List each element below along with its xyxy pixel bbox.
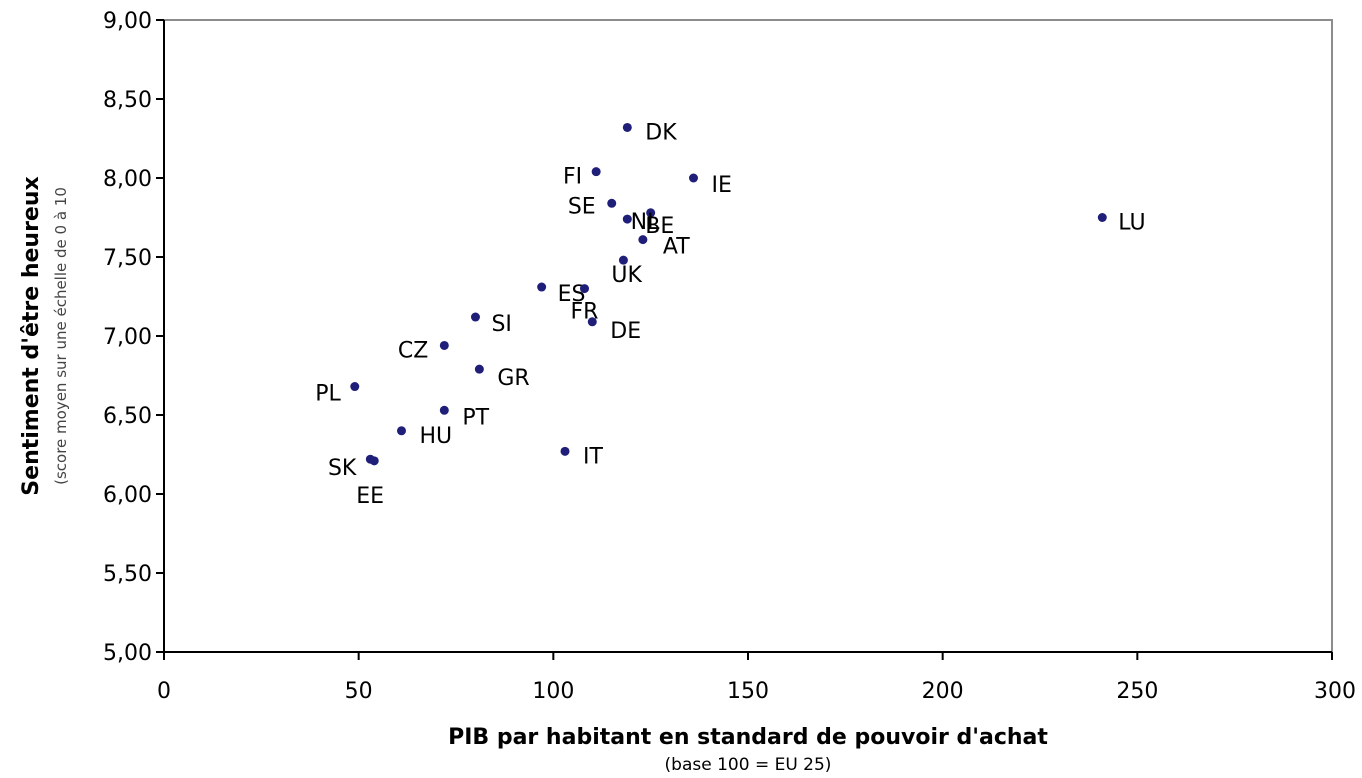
data-point-ie [688, 173, 698, 183]
point-label-ee: EE [356, 484, 384, 509]
y-tick-label: 7,00 [103, 325, 152, 350]
y-axis-title: Sentiment d'être heureux [19, 176, 44, 495]
point-label-pt: PT [462, 405, 489, 430]
y-axis-subtitle: (score moyen sur une échelle de 0 à 10 [52, 187, 70, 485]
y-tick-label: 8,00 [103, 167, 152, 192]
data-point-fi [591, 167, 601, 177]
point-label-be: BE [645, 214, 674, 239]
point-label-dk: DK [645, 120, 677, 145]
data-point-es [537, 282, 547, 292]
x-tick-label: 0 [157, 679, 171, 704]
y-tick-label: 6,00 [103, 483, 152, 508]
data-point-pt [439, 405, 449, 415]
point-label-cz: CZ [398, 338, 428, 363]
y-tick-label: 8,50 [103, 88, 152, 113]
x-tick-label: 300 [1314, 679, 1356, 704]
data-point-gr [474, 364, 484, 374]
point-label-gr: GR [497, 366, 529, 391]
point-label-se: SE [568, 194, 596, 219]
y-axis-ticks: 5,00 5,50 6,00 6,50 7,00 7,50 8,00 8,50 9,00 [103, 9, 164, 666]
point-label-it: IT [583, 444, 603, 469]
x-axis-ticks: 0 50 100 150 200 250 300 [157, 652, 1356, 704]
point-label-nl: NL [631, 210, 660, 235]
x-axis-title: PIB par habitant en standard de pouvoir … [448, 725, 1048, 750]
y-tick-label: 7,50 [103, 246, 152, 271]
data-point-it [560, 446, 570, 456]
point-label-sk: SK [328, 456, 357, 481]
point-label-fi: FI [563, 165, 582, 190]
data-point-at [638, 235, 648, 245]
y-tick-label: 5,00 [103, 641, 152, 666]
point-label-si: SI [491, 312, 511, 337]
data-point-pl [350, 382, 360, 392]
x-tick-label: 100 [532, 679, 574, 704]
x-tick-label: 50 [345, 679, 373, 704]
data-point-si [470, 312, 480, 322]
x-tick-label: 150 [727, 679, 769, 704]
data-point-se [607, 198, 617, 208]
point-label-uk: UK [611, 263, 642, 288]
y-tick-label: 9,00 [103, 9, 152, 34]
data-point-hu [396, 426, 406, 436]
data-point-fr [579, 284, 589, 294]
y-tick-label: 6,50 [103, 404, 152, 429]
data-point-de [587, 317, 597, 327]
data-point-be [622, 214, 632, 224]
plot-area [163, 19, 1333, 653]
point-label-ie: IE [711, 173, 731, 198]
data-point-uk [618, 255, 628, 265]
x-tick-label: 200 [922, 679, 964, 704]
data-point-nl [646, 208, 656, 218]
data-point-ee [369, 456, 379, 466]
data-point-dk [622, 122, 632, 132]
data-point-cz [439, 340, 449, 350]
data-point-lu [1097, 213, 1107, 222]
point-label-at: AT [663, 235, 690, 260]
point-label-lu: LU [1118, 211, 1145, 236]
y-tick-label: 5,50 [103, 562, 152, 587]
x-axis-subtitle: (base 100 = EU 25) [665, 755, 832, 775]
point-label-fr: FR [570, 300, 598, 325]
point-label-hu: HU [419, 424, 452, 449]
point-label-de: DE [610, 319, 641, 344]
x-tick-label: 250 [1116, 679, 1158, 704]
point-label-pl: PL [315, 382, 341, 407]
